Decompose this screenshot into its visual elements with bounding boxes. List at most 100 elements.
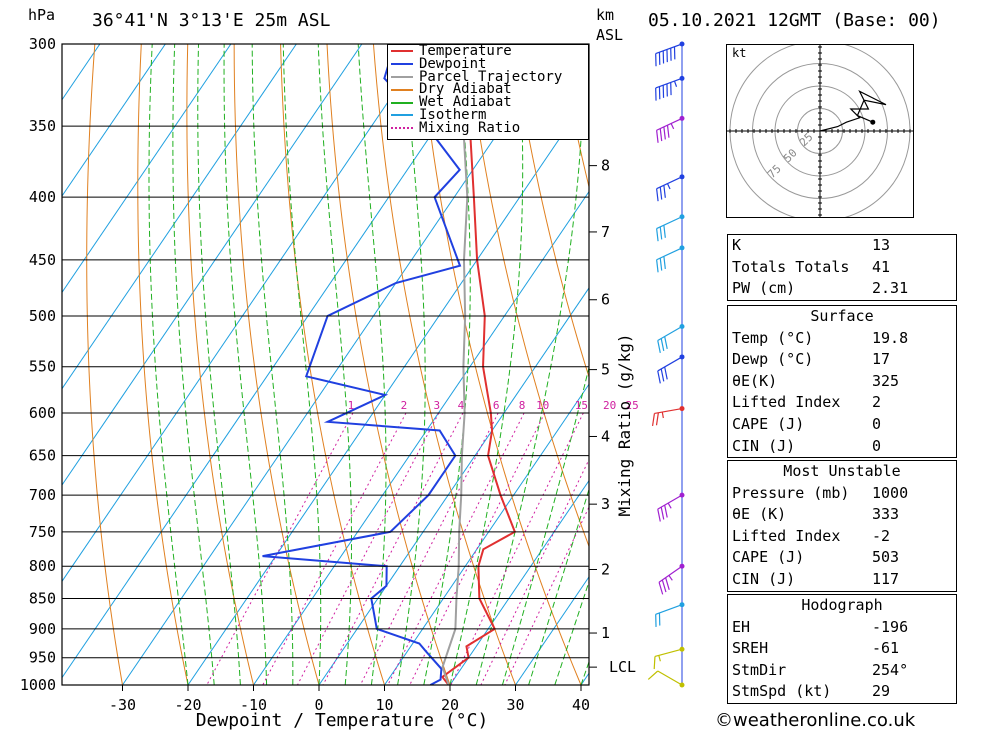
x-axis-label: Dewpoint / Temperature (°C) <box>196 710 489 731</box>
datetime-label: 05.10.2021 12GMT (Base: 00) <box>648 10 941 31</box>
hodograph-storm-motion <box>870 119 876 125</box>
surface-table: Surface Temp (°C) 19.8 Dewp (°C) 17 θE(K) 325 L… <box>727 305 957 459</box>
hodograph-unit-label: kt <box>732 46 747 60</box>
dry-adiabat-line <box>86 44 123 685</box>
legend-swatch <box>391 88 413 91</box>
table-row: Dewp (°C) 17 <box>728 349 956 371</box>
legend-item: Temperature <box>388 44 588 58</box>
legend-item: Wet Adiabat <box>388 94 588 111</box>
mixing-ratio-line <box>322 412 464 685</box>
pressure-tick-label: 350 <box>29 117 56 135</box>
table-row-value: 0 <box>872 436 882 455</box>
table-row-label: Lifted Index <box>732 393 841 412</box>
asl-label: ASL <box>596 26 624 44</box>
table-row: CAPE (J) 0 <box>728 414 956 436</box>
table-row-label: Lifted Index <box>732 526 841 545</box>
table-row-label: SREH <box>732 639 769 658</box>
legend-label: Wet Adiabat <box>419 94 512 111</box>
legend-swatch <box>391 63 413 66</box>
table-row-label: StmDir <box>732 660 787 679</box>
table-row: Totals Totals 41 <box>728 257 956 279</box>
dry-adiabat-line <box>137 44 189 685</box>
table-row-label: CAPE (J) <box>732 548 805 567</box>
isotherm-line <box>62 44 494 679</box>
table-row-value: 2 <box>872 393 882 412</box>
mixing-ratio-line <box>297 412 440 685</box>
table-row: EH -196 <box>728 617 956 639</box>
pressure-tick-label: 600 <box>29 404 56 422</box>
height-tick-label: 2 <box>601 561 610 579</box>
pressure-tick-label: 750 <box>29 523 56 541</box>
x-tick-label: 10 <box>375 696 393 714</box>
hodograph-trace <box>819 90 887 132</box>
table-row: Pressure (mb) 1000 <box>728 483 956 505</box>
mixing-ratio-line <box>387 412 525 685</box>
wet-adiabat-line <box>397 44 426 685</box>
table-row-value: 117 <box>872 569 900 588</box>
table-row-label: EH <box>732 617 751 636</box>
table-row-label: CAPE (J) <box>732 414 805 433</box>
table-row-label: CIN (J) <box>732 569 796 588</box>
height-tick-label: 6 <box>601 291 610 309</box>
table-row-value: 13 <box>872 236 891 254</box>
x-tick-label: -20 <box>174 696 201 714</box>
legend-swatch <box>391 101 413 104</box>
table-row: StmSpd (kt) 29 <box>728 681 956 703</box>
table-row-value: -61 <box>872 639 900 658</box>
table-row-value: 333 <box>872 505 900 524</box>
legend-swatch <box>391 114 413 117</box>
dry-adiabat-line <box>977 44 1000 685</box>
pressure-tick-label: 1000 <box>20 676 56 694</box>
x-tick-label: 20 <box>441 696 459 714</box>
wind-barb <box>651 406 685 427</box>
indices-table: K 13 Totals Totals 41 PW (cm) 2.31 <box>727 234 957 301</box>
table-row-value: -2 <box>872 526 891 545</box>
x-tick-label: -10 <box>240 696 267 714</box>
height-tick-label: LCL <box>609 658 636 676</box>
table-row: CIN (J) 0 <box>728 436 956 458</box>
dry-adiabat-line <box>233 44 320 685</box>
isotherm-line <box>62 44 166 197</box>
table-row: SREH -61 <box>728 638 956 660</box>
mixing-ratio-label: 1 <box>348 399 355 412</box>
mixing-ratio-label: 3 <box>433 399 440 412</box>
wet-adiabat-line <box>172 44 215 685</box>
height-tick-label: 1 <box>601 624 610 642</box>
wet-adiabat-line <box>197 44 241 685</box>
wind-barb <box>657 354 685 384</box>
wind-barb <box>656 115 685 143</box>
wind-barb <box>657 492 685 522</box>
table-title: Surface <box>810 307 874 325</box>
most-unstable-table: Most Unstable Pressure (mb) 1000 θE (K) 333 L… <box>727 460 957 592</box>
x-tick-label: 0 <box>314 696 323 714</box>
isotherm-line <box>187 94 589 685</box>
isotherm-line <box>122 44 559 685</box>
legend-label: Mixing Ratio <box>419 119 521 136</box>
mixing-ratio-line <box>262 412 407 685</box>
hodograph-ring-label: 25 <box>797 130 816 149</box>
pressure-tick-label: 300 <box>29 35 56 53</box>
table-row-label: K <box>732 236 742 254</box>
wind-barb <box>653 646 685 670</box>
legend-label: Isotherm <box>419 106 487 123</box>
height-tick-label: 3 <box>601 495 610 513</box>
wind-barb <box>655 75 685 101</box>
wet-adiabat-line <box>282 44 322 685</box>
table-row-label: Pressure (mb) <box>732 483 850 502</box>
mixing-ratio-label: 10 <box>536 399 549 412</box>
dry-adiabat-line <box>186 44 254 685</box>
isotherm-line <box>62 44 232 294</box>
mixing-ratio-label: 8 <box>519 399 526 412</box>
pressure-tick-label: 900 <box>29 620 56 638</box>
pressure-tick-label: 450 <box>29 251 56 269</box>
x-tick-label: 40 <box>572 696 590 714</box>
legend-swatch <box>391 50 413 53</box>
mixing-ratio-line <box>504 505 589 685</box>
dewpoint-line <box>262 44 462 685</box>
isotherm-line <box>318 287 589 685</box>
pressure-tick-label: 850 <box>29 589 56 607</box>
pressure-tick-label: 400 <box>29 188 56 206</box>
mixing-ratio-label: 6 <box>493 399 500 412</box>
wind-barb <box>656 214 685 242</box>
mixing-ratio-line <box>480 458 589 685</box>
